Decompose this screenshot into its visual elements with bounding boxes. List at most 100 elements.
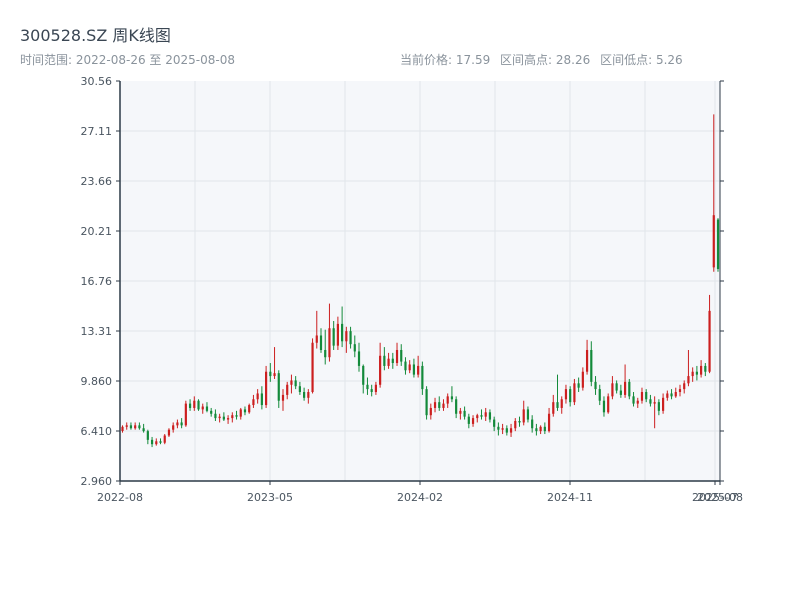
candle-body: [298, 386, 301, 393]
candle-body: [243, 409, 247, 413]
candle-body: [433, 402, 437, 408]
candle-body: [315, 335, 318, 343]
candle-body: [514, 421, 517, 429]
candle-body: [649, 399, 652, 404]
candle-body: [328, 328, 331, 358]
x-tick-label: 2024-02: [397, 491, 443, 504]
candle-body: [602, 400, 606, 413]
candle-body: [239, 409, 242, 417]
candle-body: [455, 399, 458, 414]
grid-lines: [120, 81, 720, 481]
candle-body: [387, 358, 390, 366]
candle-body: [581, 371, 584, 388]
candle-body: [281, 394, 285, 401]
candle-body: [383, 355, 386, 366]
candle-body: [290, 380, 293, 385]
candle-body: [349, 331, 352, 345]
candle-body: [235, 415, 238, 417]
candle-body: [303, 392, 306, 398]
candle-body: [159, 441, 162, 443]
current-price-text: 当前价格: 17.59: [400, 53, 491, 67]
candle-body: [678, 389, 682, 393]
candle-body: [615, 383, 618, 391]
candle-body: [294, 380, 297, 387]
candle-body: [446, 396, 449, 404]
candle-body: [683, 383, 686, 390]
candle-body: [222, 416, 225, 420]
candle-body: [404, 361, 407, 371]
candle-body: [391, 358, 394, 364]
candle-body: [150, 439, 154, 445]
y-tick-label: 27.11: [81, 125, 113, 138]
candle-body: [438, 402, 441, 408]
candle-body: [687, 376, 690, 384]
candle-body: [226, 418, 230, 420]
y-tick-label: 13.31: [81, 325, 113, 338]
y-tick-label: 30.56: [81, 75, 113, 88]
candle-body: [573, 383, 576, 403]
candle-body: [395, 349, 399, 364]
candle-body: [176, 422, 179, 426]
candle-body: [214, 413, 217, 419]
candle-body: [180, 422, 183, 426]
candle-body: [560, 399, 563, 408]
date-range-text: 时间范围: 2022-08-26 至 2025-08-08: [20, 53, 235, 67]
candle-body: [632, 396, 635, 404]
range-low-text: 区间低点: 5.26: [600, 53, 683, 67]
candle-body: [645, 392, 648, 400]
candle-body: [552, 402, 555, 414]
candle-body: [531, 419, 534, 429]
candle-body: [484, 412, 487, 417]
x-tick-label: 2025-07: [692, 491, 738, 504]
candle-body: [708, 310, 711, 372]
candle-body: [564, 389, 568, 400]
candle-body: [264, 371, 268, 406]
candle-body: [167, 429, 171, 436]
candle-body: [661, 397, 665, 411]
candle-body: [569, 389, 572, 403]
candle-body: [480, 415, 483, 417]
candle-body: [497, 426, 500, 430]
candle-body: [518, 421, 521, 423]
candle-body: [400, 349, 403, 362]
candle-body: [716, 219, 720, 269]
candle-body: [590, 349, 593, 382]
candle-body: [712, 215, 715, 268]
candle-body: [459, 410, 462, 414]
candle-body: [640, 392, 644, 401]
candle-body: [522, 409, 525, 423]
price-stats: 当前价格: 17.59 区间高点: 28.26 区间低点: 5.26: [400, 51, 689, 68]
candle-body: [417, 365, 420, 375]
candle-body: [670, 393, 673, 397]
chart-title: 300528.SZ 周K线图: [20, 26, 171, 45]
candle-body: [155, 441, 158, 445]
candle-body: [345, 331, 348, 342]
candle-body: [134, 425, 137, 429]
candle-body: [332, 328, 335, 346]
candle-body: [429, 407, 432, 416]
x-tick-label: 2022-08: [97, 491, 143, 504]
x-tick-label: 2023-05: [247, 491, 293, 504]
candle-body: [357, 351, 361, 366]
candle-body: [336, 323, 339, 346]
y-tick-label: 2.960: [81, 475, 113, 488]
candle-body: [619, 390, 622, 395]
candle-body: [193, 400, 196, 408]
candle-body: [526, 409, 530, 420]
candle-body: [324, 349, 327, 358]
x-tick-label: 2025-08: [697, 491, 743, 504]
candle-body: [353, 344, 356, 352]
candle-body: [700, 365, 703, 375]
y-tick-label: 23.66: [81, 175, 113, 188]
candle-body: [188, 403, 192, 408]
candle-body: [184, 403, 187, 426]
candle-body: [307, 392, 310, 398]
candle-body: [450, 396, 454, 400]
candle-body: [607, 396, 610, 413]
candle-body: [408, 364, 411, 371]
candle-body: [636, 400, 639, 404]
candle-body: [691, 371, 694, 377]
candle-body: [248, 405, 251, 413]
range-high-text: 区间高点: 28.26: [500, 53, 591, 67]
